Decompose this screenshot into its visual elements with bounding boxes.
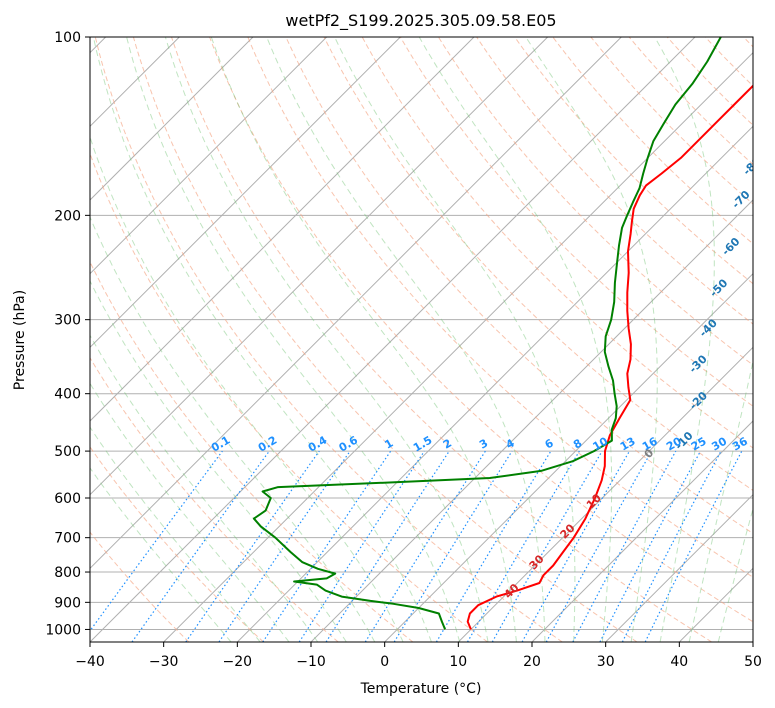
dry-adiabat-line [209,37,753,623]
moist-adiabat-line [164,37,489,642]
dewpoint-profile-line [252,37,722,630]
x-tick-label: −20 [223,654,253,670]
mixing-ratio-line [491,450,603,642]
mixing-ratio-line [90,450,223,632]
mixing-ratio-line [185,450,320,642]
mixing-ratio-line [131,450,270,642]
profiles [252,37,753,630]
moist-adiabat-line [126,37,461,642]
mixing-ratio-line [325,450,450,642]
mixing-ratio-line [364,450,486,642]
x-tick-label: 50 [744,654,762,670]
dry-adiabat-line [90,260,414,642]
y-tick-label: 700 [54,531,81,547]
dry-adiabat-line [171,37,712,642]
isotherm-gridline [90,37,549,496]
dry-adiabat-line [476,37,753,325]
y-tick-label: 900 [54,595,81,611]
gridlines [90,37,753,642]
isotherm-gridline [90,37,328,275]
mixing-ratio-lines [90,450,743,642]
isotherm-gridline [163,51,753,642]
dry-adiabat-line [552,37,753,245]
dry-adiabats [90,37,753,642]
x-tick-label: 30 [597,654,615,670]
moist-adiabat-line [418,37,613,642]
x-tick-label: 20 [523,654,541,670]
moist-adiabat-line [654,37,715,642]
y-axis-label: Pressure (hPa) [12,290,28,390]
dry-adiabat-line [94,37,563,642]
y-tick-label: 300 [54,313,81,329]
x-tick-label: 10 [449,654,467,670]
dry-adiabat-line [590,37,753,205]
moist-adiabat-line [90,215,376,642]
isotherm-gridline [90,37,475,422]
dry-adiabat-line [323,37,753,491]
y-tick-label: 600 [54,491,81,507]
isotherm-gridline [457,346,753,642]
mixing-ratio-line [393,450,513,642]
y-tick-label: 1000 [45,622,81,638]
mixing-ratio-line [521,450,631,642]
y-tick-label: 400 [54,387,81,403]
isotherm-gridline [90,37,696,642]
mixing-ratio-line [435,450,552,642]
dry-adiabat-line [285,37,753,535]
moist-adiabat-line [90,467,232,642]
x-tick-label: −40 [75,654,105,670]
x-axis: −40 −30 −20 −10 0 10 20 30 40 50 [75,642,762,670]
moist-adiabat-line [688,358,753,642]
y-axis: 100 200 300 400 500 600 700 800 900 1000 [45,30,90,638]
mixing-ratio-line [218,450,351,642]
isotherm-gridline [90,37,401,349]
mixing-ratio-line [545,450,653,642]
y-tick-label: 500 [54,444,81,460]
moist-adiabat-line [90,426,261,642]
y-tick-label: 800 [54,565,81,581]
dry-adiabat-line [361,37,753,449]
isotherm-gridline [90,37,622,570]
y-tick-label: 200 [54,208,81,224]
moist-adiabat-line [90,382,290,642]
x-tick-label: −30 [149,654,179,670]
dry-adiabat-line [90,356,339,642]
dry-adiabat-line [90,531,190,642]
isotherm-gridline [236,125,753,642]
isotherm-gridline [384,272,753,642]
x-tick-label: 40 [670,654,688,670]
x-tick-label: −10 [296,654,326,670]
moist-adiabat-line [210,37,517,642]
moist-adiabat-line [266,37,546,642]
plot-frame [89,36,754,643]
isotherm-gridline [90,37,254,201]
y-tick-label: 100 [54,30,81,46]
moist-adiabat-line [92,37,432,642]
temperature-profile-line [466,84,753,630]
isotherm-gridline [605,493,753,642]
moist-adiabat-line [717,506,753,642]
x-tick-label: 0 [380,654,389,670]
dry-adiabat-line [437,37,753,366]
dry-adiabat-line [132,37,638,642]
moist-adiabat-line [334,37,576,642]
isotherm-gridline [531,420,753,642]
chart-title: wetPf2_S199.2025.305.09.58.E05 [285,11,556,31]
mixing-ratio-line [572,450,677,642]
dry-adiabat-line [399,37,753,407]
moist-adiabat-line [90,334,319,642]
moist-adiabat-line [525,37,658,642]
mixing-ratio-line [466,450,580,642]
x-axis-label: Temperature (°C) [360,681,482,697]
